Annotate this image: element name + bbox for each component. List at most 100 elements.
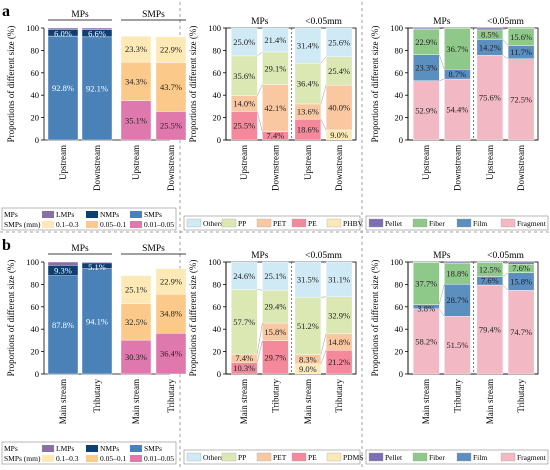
group-title: <0.05mm xyxy=(305,251,342,261)
legend-label: Fiber xyxy=(429,453,445,462)
legend-row-label: SMPs (mm) xyxy=(4,220,41,229)
bar-segment-s005_01 xyxy=(155,62,187,112)
connector-line xyxy=(320,333,327,355)
legend-label: 0.01–0.05 xyxy=(144,220,174,229)
legend-label: Fragment xyxy=(517,453,547,462)
chart-a-shape: Proportions of different size (%) 0 20 40 60… xyxy=(365,17,549,231)
y-tick-label: 100 xyxy=(390,23,403,33)
legend-label: Others xyxy=(203,453,223,462)
data-label: 18.6% xyxy=(297,125,319,135)
data-label: 25.1% xyxy=(264,271,286,281)
bar-segment-others xyxy=(325,27,353,57)
bar-segment-pp xyxy=(294,297,322,355)
x-tick-label: Downstream xyxy=(516,145,526,191)
data-label: 57.7% xyxy=(233,317,255,327)
data-label: 36.4% xyxy=(160,349,182,359)
legend-label: SMPs xyxy=(144,210,162,219)
plot-frame xyxy=(407,27,539,141)
chart-b-shape: Proportions of different size (%) 0 20 40 60… xyxy=(365,251,549,465)
y-axis-title: Proportions of different size (%) xyxy=(188,260,198,377)
connector-line xyxy=(438,54,445,70)
data-label: 22.9% xyxy=(160,276,182,286)
data-label: 25.5% xyxy=(160,121,182,131)
legend-swatch-pe xyxy=(291,452,307,462)
data-label: 9.0% xyxy=(299,364,317,374)
x-tick-label: Downstream xyxy=(452,145,462,191)
data-label: 36.4% xyxy=(297,79,319,89)
x-tick-label: Tributary xyxy=(166,379,176,413)
data-label: 8.3% xyxy=(299,354,317,364)
panel-letter-a: a xyxy=(2,3,10,20)
bar-segment-fiber xyxy=(444,28,471,70)
y-tick-label: 60 xyxy=(395,68,404,78)
y-tick-label: 60 xyxy=(31,302,40,312)
data-label: 32.5% xyxy=(125,317,147,327)
data-label: 92.1% xyxy=(86,83,108,93)
data-label: 9.0% xyxy=(330,130,348,140)
y-tick-label: 60 xyxy=(31,68,40,78)
data-label: 22.9% xyxy=(160,45,182,55)
x-tick-label: Main stream xyxy=(58,379,68,424)
bar-segment-lmps xyxy=(81,261,113,264)
bar-segment-film xyxy=(413,54,440,81)
data-label: 15.8% xyxy=(510,276,532,286)
legend-label: 0.1–0.3 xyxy=(56,220,79,229)
legend-label: PHBV xyxy=(343,219,364,228)
bar-segment-pp xyxy=(294,62,322,105)
legend-label: PP xyxy=(238,219,246,228)
data-label: 31.4% xyxy=(297,41,319,51)
data-label: 35.1% xyxy=(125,115,147,125)
plot-frame xyxy=(225,27,357,141)
bar-segment-others xyxy=(294,261,322,298)
data-label: 79.4% xyxy=(479,325,501,335)
legend-row-label: MPs xyxy=(4,210,18,219)
data-label: 74.7% xyxy=(510,327,532,337)
legend-swatch-film xyxy=(456,218,472,228)
x-tick-label: Main stream xyxy=(303,379,313,424)
y-tick-label: 60 xyxy=(213,302,222,312)
data-label: 13.6% xyxy=(297,107,319,117)
group-title: MPs xyxy=(251,251,269,261)
data-label: 7.4% xyxy=(267,131,285,141)
data-label: 54.4% xyxy=(446,105,468,115)
x-tick-label: Tributary xyxy=(452,379,462,413)
legend: Pellet Fiber Film Fragment xyxy=(365,449,549,465)
connector-line xyxy=(439,27,445,30)
data-label: 7.6% xyxy=(512,263,530,273)
data-label: 87.8% xyxy=(52,320,74,330)
group-title: MPs xyxy=(71,10,89,20)
x-tick-label: Tributary xyxy=(516,379,526,413)
charts-container: Proportions of different size (%) 0 20 40 60… xyxy=(1,10,549,465)
chart-a-size: Proportions of different size (%) 0 20 40 60… xyxy=(1,10,187,231)
legend-label: 0.01–0.05 xyxy=(144,454,174,463)
x-tick-label: Downstream xyxy=(92,145,102,191)
data-label: 22.9% xyxy=(415,37,437,47)
legend-swatch-pet xyxy=(256,452,272,462)
bar-segment-s010_03 xyxy=(120,275,152,304)
legend-swatch-s001_005 xyxy=(130,221,142,228)
legend-swatch-fragment xyxy=(500,452,516,462)
bar-segment-pellet xyxy=(444,261,471,264)
connector-line xyxy=(256,84,263,96)
bar-segment-s001_005 xyxy=(155,111,187,141)
y-tick-label: 40 xyxy=(395,324,404,334)
legend-swatch-s005_01 xyxy=(86,455,98,462)
connector-line xyxy=(439,78,445,81)
bar-segment-others xyxy=(262,261,289,291)
bar-segment-pellet xyxy=(413,27,440,30)
legend-label: PE xyxy=(308,453,317,462)
chart-b-size: Proportions of different size (%) 0 20 40 60… xyxy=(1,244,187,465)
legend-swatch-nmps xyxy=(86,211,98,218)
bar-segment-fragment xyxy=(444,316,471,375)
data-label: 30.3% xyxy=(125,352,147,362)
legend-swatch-film xyxy=(456,452,472,462)
data-label: 15.8% xyxy=(264,327,286,337)
data-label: 25.1% xyxy=(125,285,147,295)
y-tick-label: 80 xyxy=(213,45,222,55)
data-label: 29.1% xyxy=(264,63,286,73)
data-label: 42.1% xyxy=(264,103,286,113)
bar-segment-fiber xyxy=(413,262,440,305)
y-tick-label: 100 xyxy=(26,23,39,33)
x-tick-label: Upstream xyxy=(421,145,431,180)
